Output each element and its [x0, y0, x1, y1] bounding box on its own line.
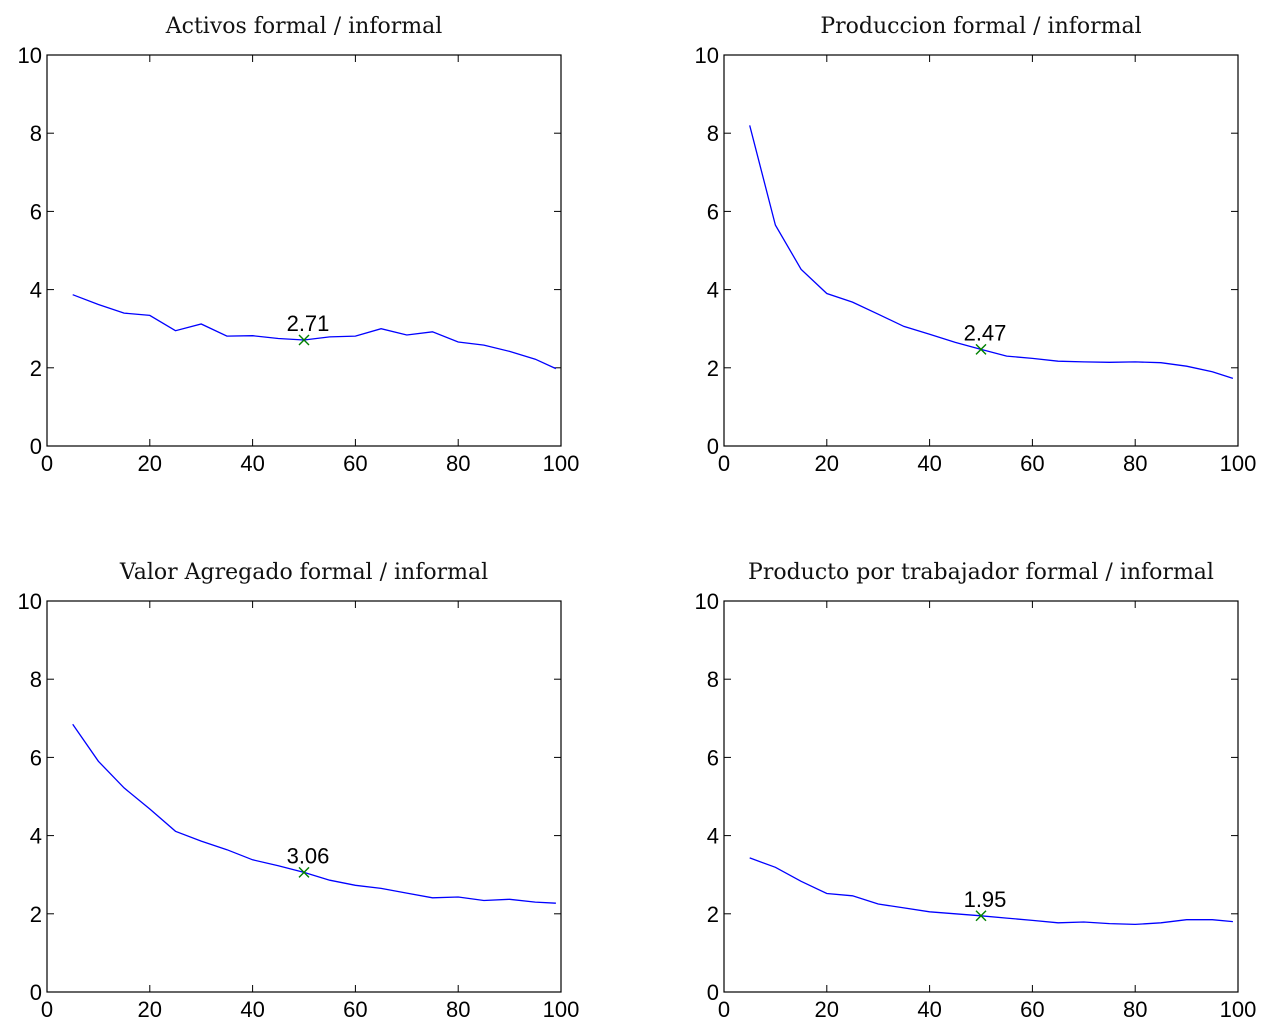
x-tick-label: 100: [543, 451, 580, 476]
x-tick-label: 100: [1220, 997, 1257, 1022]
chart-panel-4: Producto por trabajador formal / informa…: [695, 560, 1257, 1022]
y-tick-label: 2: [707, 902, 719, 927]
x-tick-label: 40: [240, 451, 264, 476]
x-tick-label: 80: [446, 997, 470, 1022]
y-tick-label: 0: [30, 980, 42, 1005]
annotation-marker: [298, 866, 310, 878]
x-tick-label: 20: [815, 451, 839, 476]
x-tick-label: 0: [718, 997, 730, 1022]
x-tick-label: 40: [917, 997, 941, 1022]
x-tick-label: 0: [41, 451, 53, 476]
annotation-marker: [975, 910, 987, 922]
y-tick-label: 4: [30, 278, 42, 303]
y-tick-label: 0: [30, 434, 42, 459]
x-tick-label: 20: [138, 997, 162, 1022]
y-tick-label: 0: [707, 434, 719, 459]
series-line: [72, 294, 557, 370]
y-tick-label: 6: [30, 199, 42, 224]
y-tick-label: 8: [30, 667, 42, 692]
y-tick-label: 10: [18, 589, 42, 614]
y-tick-label: 0: [707, 980, 719, 1005]
x-tick-label: 60: [1020, 997, 1044, 1022]
annotation-marker: [298, 334, 310, 346]
annotation-marker: [975, 343, 987, 355]
y-tick-label: 10: [695, 589, 719, 614]
x-tick-label: 100: [543, 997, 580, 1022]
y-tick-label: 6: [707, 199, 719, 224]
annotation-label: 3.06: [287, 843, 330, 868]
x-tick-label: 80: [446, 451, 470, 476]
y-tick-label: 2: [30, 902, 42, 927]
annotation-label: 2.47: [964, 320, 1007, 345]
series-line: [749, 125, 1234, 380]
x-tick-label: 40: [917, 451, 941, 476]
x-tick-label: 60: [343, 997, 367, 1022]
y-tick-label: 2: [30, 356, 42, 381]
y-tick-label: 8: [30, 121, 42, 146]
y-tick-label: 8: [707, 667, 719, 692]
chart-panel-1: Activos formal / informal 0 20 40 60 80 100 0 2 4…: [18, 14, 580, 476]
x-tick-label: 20: [138, 451, 162, 476]
y-tick-label: 8: [707, 121, 719, 146]
x-tick-label: 40: [240, 997, 264, 1022]
y-tick-label: 4: [30, 824, 42, 849]
annotation-label: 2.71: [287, 311, 330, 336]
chart-title: Produccion formal / informal: [820, 14, 1141, 39]
chart-title: Valor Agregado formal / informal: [119, 560, 488, 585]
chart-title: Producto por trabajador formal / informa…: [748, 560, 1214, 585]
y-tick-label: 10: [695, 43, 719, 68]
y-tick-label: 4: [707, 278, 719, 303]
y-tick-label: 10: [18, 43, 42, 68]
plot-frame: [723, 54, 1239, 447]
y-tick-label: 2: [707, 356, 719, 381]
annotation-label: 1.95: [964, 887, 1007, 912]
y-tick-label: 6: [30, 745, 42, 770]
x-tick-label: 60: [343, 451, 367, 476]
plot-frame: [46, 54, 562, 447]
x-tick-label: 100: [1220, 451, 1257, 476]
plot-frame: [723, 600, 1239, 993]
plot-frame: [46, 600, 562, 993]
x-tick-label: 60: [1020, 451, 1044, 476]
x-tick-label: 0: [41, 997, 53, 1022]
x-tick-label: 0: [718, 451, 730, 476]
series-line: [749, 857, 1233, 926]
y-tick-label: 4: [707, 824, 719, 849]
x-tick-label: 80: [1123, 997, 1147, 1022]
x-tick-label: 20: [815, 997, 839, 1022]
chart-title: Activos formal / informal: [165, 14, 442, 39]
y-tick-label: 6: [707, 745, 719, 770]
series-line: [72, 723, 556, 904]
x-tick-label: 80: [1123, 451, 1147, 476]
